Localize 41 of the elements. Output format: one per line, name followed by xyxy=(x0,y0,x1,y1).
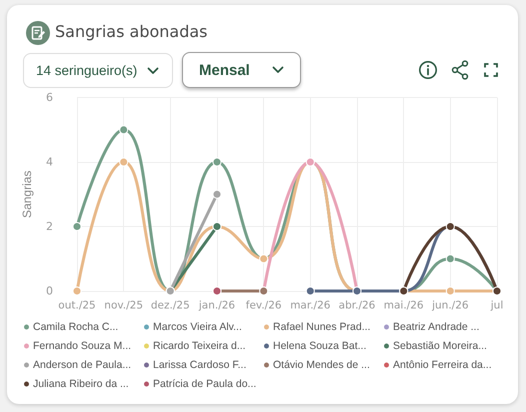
legend-label: Marcos Vieira Alv... xyxy=(153,321,242,333)
x-tick-label: nov./25 xyxy=(104,300,144,312)
x-tick-label: mai./26 xyxy=(384,300,424,312)
x-tick-label: jun./26 xyxy=(431,300,469,312)
point xyxy=(212,190,222,199)
dropdown: Mensal xyxy=(182,52,301,88)
legend-label: Helena Souza Bat... xyxy=(273,340,366,352)
x-tick-label: jan./26 xyxy=(198,300,236,312)
x-tick-label: jul xyxy=(490,300,504,312)
x-tick-label: fev./26 xyxy=(246,300,282,312)
y-tick-label: 2 xyxy=(46,220,53,233)
legend-label: Otávio Mendes de ... xyxy=(273,359,370,371)
x-tick-label: abr./26 xyxy=(338,300,376,312)
legend-label: Larissa Cardoso F... xyxy=(153,359,246,371)
point xyxy=(119,125,128,134)
x-tick-label: out./25 xyxy=(58,300,96,312)
legend-label: Camila Rocha C... xyxy=(33,321,118,333)
dropdown: 14 seringueiro(s) xyxy=(23,53,173,88)
point xyxy=(72,286,82,296)
point xyxy=(446,286,455,296)
x-tick-label: dez./25 xyxy=(150,300,190,312)
point xyxy=(306,286,315,296)
legend-label: Rafael Nunes Prad... xyxy=(273,321,370,333)
point xyxy=(446,254,455,264)
legend-label: Patrícia de Paula do... xyxy=(153,378,256,390)
legend-label: Juliana Ribeiro da ... xyxy=(33,378,129,390)
legend-label: Anderson de Paula... xyxy=(33,359,132,371)
point xyxy=(119,158,128,166)
y-tick-label: 4 xyxy=(46,156,53,168)
y-tick-label: 6 xyxy=(46,91,53,104)
point xyxy=(72,222,82,231)
y-axis-title: Sangrias xyxy=(20,170,34,218)
x-tick-label: mar./26 xyxy=(290,300,331,312)
y-tick-label: 0 xyxy=(46,284,53,298)
chart-title: Sangrias abonadas xyxy=(55,22,208,42)
point xyxy=(212,158,222,166)
legend-label: Antônio Ferreira da... xyxy=(393,359,492,371)
legend-label: Sebastião Moreira... xyxy=(393,340,487,352)
legend-label: Ricardo Teixeira d... xyxy=(153,340,246,352)
legend-label: Fernando Souza M... xyxy=(33,340,132,352)
legend-label: Beatriz Andrade ... xyxy=(393,321,480,333)
